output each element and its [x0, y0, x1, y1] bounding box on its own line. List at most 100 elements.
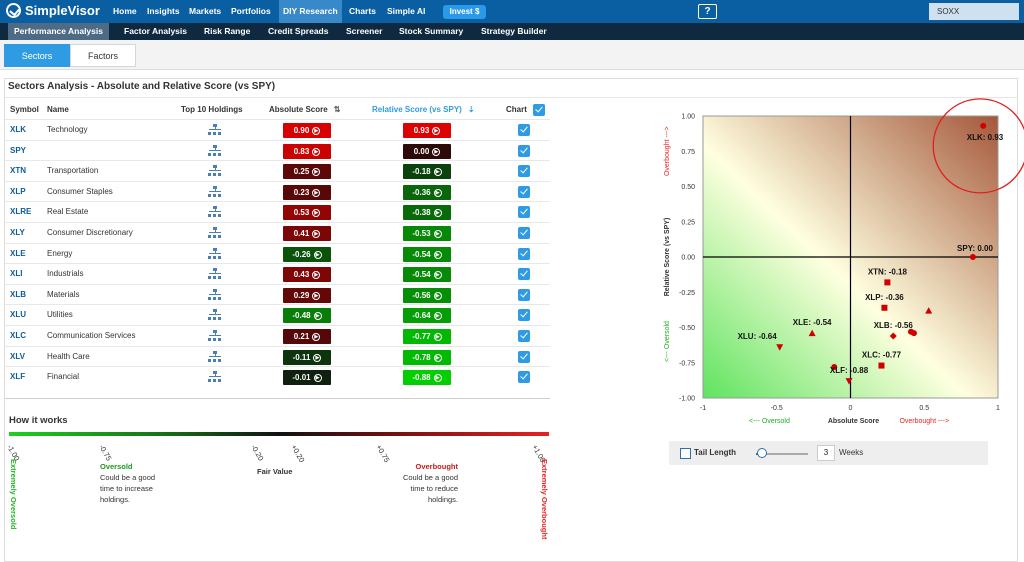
header-absolute-score[interactable]: Absolute Score ⇅	[269, 101, 340, 119]
row-symbol[interactable]: XLF	[10, 372, 26, 382]
holdings-icon[interactable]	[208, 268, 222, 280]
data-point[interactable]	[889, 332, 897, 340]
table-row[interactable]: XLP Consumer Staples 0.23 ▶ -0.36 ▶	[5, 180, 550, 202]
nav-insights[interactable]: Insights	[147, 6, 180, 16]
subnav-factor-analysis[interactable]: Factor Analysis	[124, 26, 187, 36]
subnav-risk-range[interactable]: Risk Range	[204, 26, 251, 36]
invest-button[interactable]: Invest $	[443, 5, 486, 19]
nav-markets[interactable]: Markets	[189, 6, 222, 16]
holdings-icon[interactable]	[208, 227, 222, 239]
holdings-icon[interactable]	[208, 309, 222, 321]
nav-home[interactable]: Home	[113, 6, 137, 16]
data-point[interactable]	[845, 378, 853, 385]
table-row[interactable]: XLB Materials 0.29 ▶ -0.56 ▶	[5, 283, 550, 305]
holdings-icon[interactable]	[208, 371, 222, 383]
row-symbol[interactable]: XLI	[10, 269, 23, 279]
chart-checkbox[interactable]	[518, 124, 530, 136]
tail-length-checkbox[interactable]	[680, 448, 691, 459]
chart-checkbox[interactable]	[518, 144, 530, 157]
table-row[interactable]: XLI Industrials 0.43 ▶ -0.54 ▶	[5, 263, 550, 284]
relative-score-badge[interactable]: 0.00 ▶	[403, 143, 451, 159]
header-symbol[interactable]: Symbol	[10, 105, 39, 114]
chart-checkbox[interactable]	[518, 309, 530, 322]
row-symbol[interactable]: XLV	[10, 351, 25, 361]
table-row[interactable]: XLF Financial -0.01 ▶ -0.88 ▶	[5, 366, 550, 387]
absolute-score-badge[interactable]: 0.23 ▶	[283, 184, 331, 200]
table-row[interactable]: SPY 0.83 ▶ 0.00 ▶	[5, 139, 550, 161]
holdings-icon[interactable]	[208, 144, 222, 157]
absolute-score-badge[interactable]: 0.21 ▶	[283, 329, 331, 344]
data-point[interactable]	[980, 122, 987, 129]
data-point[interactable]	[808, 329, 816, 337]
table-row[interactable]: XLY Consumer Discretionary 0.41 ▶ -0.53 ▶	[5, 222, 550, 243]
row-symbol[interactable]: XLP	[10, 186, 26, 196]
chart-checkbox[interactable]	[518, 206, 530, 219]
nav-charts[interactable]: Charts	[349, 6, 376, 16]
absolute-score-badge[interactable]: -0.11 ▶	[283, 349, 331, 365]
holdings-icon[interactable]	[208, 330, 222, 342]
absolute-score-badge[interactable]: 0.41 ▶	[283, 226, 331, 241]
table-row[interactable]: XLRE Real Estate 0.53 ▶ -0.38 ▶	[5, 201, 550, 222]
relative-score-badge[interactable]: -0.56 ▶	[403, 287, 451, 303]
absolute-score-badge[interactable]: 0.83 ▶	[283, 143, 331, 159]
relative-score-badge[interactable]: -0.78 ▶	[403, 349, 451, 365]
relative-score-badge[interactable]: -0.64 ▶	[403, 308, 451, 324]
tail-slider-handle[interactable]	[757, 448, 767, 458]
holdings-icon[interactable]	[208, 247, 222, 260]
holdings-icon[interactable]	[208, 206, 222, 218]
chart-checkbox[interactable]	[518, 350, 530, 363]
absolute-score-badge[interactable]: -0.48 ▶	[283, 308, 331, 324]
absolute-score-badge[interactable]: 0.43 ▶	[283, 267, 331, 283]
holdings-icon[interactable]	[208, 124, 222, 136]
subnav-credit-spreads[interactable]: Credit Spreads	[268, 26, 329, 36]
absolute-score-badge[interactable]: 0.29 ▶	[283, 287, 331, 303]
subnav-stock-summary[interactable]: Stock Summary	[399, 26, 464, 36]
chart-checkbox[interactable]	[518, 371, 530, 384]
chart-checkbox[interactable]	[518, 185, 530, 198]
table-row[interactable]: XLV Health Care -0.11 ▶ -0.78 ▶	[5, 345, 550, 367]
table-row[interactable]: XLU Utilities -0.48 ▶ -0.64 ▶	[5, 304, 550, 325]
data-point[interactable]	[776, 344, 784, 351]
absolute-score-badge[interactable]: 0.25 ▶	[283, 164, 331, 180]
row-symbol[interactable]: XLRE	[10, 207, 32, 217]
relative-score-badge[interactable]: -0.38 ▶	[403, 205, 451, 221]
table-row[interactable]: XLK Technology 0.90 ▶ 0.93 ▶	[5, 119, 550, 140]
chart-checkbox[interactable]	[518, 165, 530, 178]
nav-diy-research[interactable]: DIY Research	[279, 0, 342, 23]
row-symbol[interactable]: XLE	[10, 248, 26, 258]
chart-checkbox[interactable]	[518, 227, 530, 239]
holdings-icon[interactable]	[208, 288, 222, 301]
data-point[interactable]	[969, 254, 976, 260]
chart-checkbox[interactable]	[518, 247, 530, 260]
header-relative-score[interactable]: Relative Score (vs SPY) ⇣	[372, 101, 475, 119]
subnav-screener[interactable]: Screener	[346, 26, 383, 36]
holdings-icon[interactable]	[208, 185, 222, 198]
absolute-score-badge[interactable]: 0.90 ▶	[283, 123, 331, 138]
tab-factors[interactable]: Factors	[70, 44, 136, 67]
row-symbol[interactable]: XLB	[10, 289, 26, 299]
data-point[interactable]	[881, 304, 888, 311]
chart-checkbox[interactable]	[518, 268, 530, 281]
absolute-score-badge[interactable]: 0.53 ▶	[283, 205, 331, 221]
tab-sectors[interactable]: Sectors	[4, 44, 70, 67]
table-row[interactable]: XLC Communication Services 0.21 ▶ -0.77 ▶	[5, 325, 550, 346]
header-name[interactable]: Name	[47, 105, 69, 114]
data-point[interactable]	[925, 307, 933, 314]
row-symbol[interactable]: XLY	[10, 228, 25, 237]
row-symbol[interactable]: XLC	[10, 331, 26, 340]
weeks-input[interactable]: 3	[817, 445, 835, 461]
row-symbol[interactable]: XLU	[10, 310, 26, 320]
table-row[interactable]: XLE Energy -0.26 ▶ -0.54 ▶	[5, 242, 550, 264]
relative-score-badge[interactable]: -0.54 ▶	[403, 246, 451, 262]
data-point[interactable]	[910, 330, 917, 337]
absolute-score-badge[interactable]: -0.01 ▶	[283, 370, 331, 386]
holdings-icon[interactable]	[208, 165, 222, 177]
chart-checkbox[interactable]	[518, 288, 530, 301]
data-point[interactable]	[831, 363, 838, 370]
holdings-icon[interactable]	[208, 350, 222, 363]
sort-desc-icon[interactable]: ⇣	[467, 105, 475, 114]
relative-score-badge[interactable]: -0.18 ▶	[403, 164, 451, 180]
tail-slider-track[interactable]	[756, 453, 808, 455]
row-symbol[interactable]: SPY	[10, 145, 27, 155]
relative-score-badge[interactable]: -0.53 ▶	[403, 226, 451, 241]
